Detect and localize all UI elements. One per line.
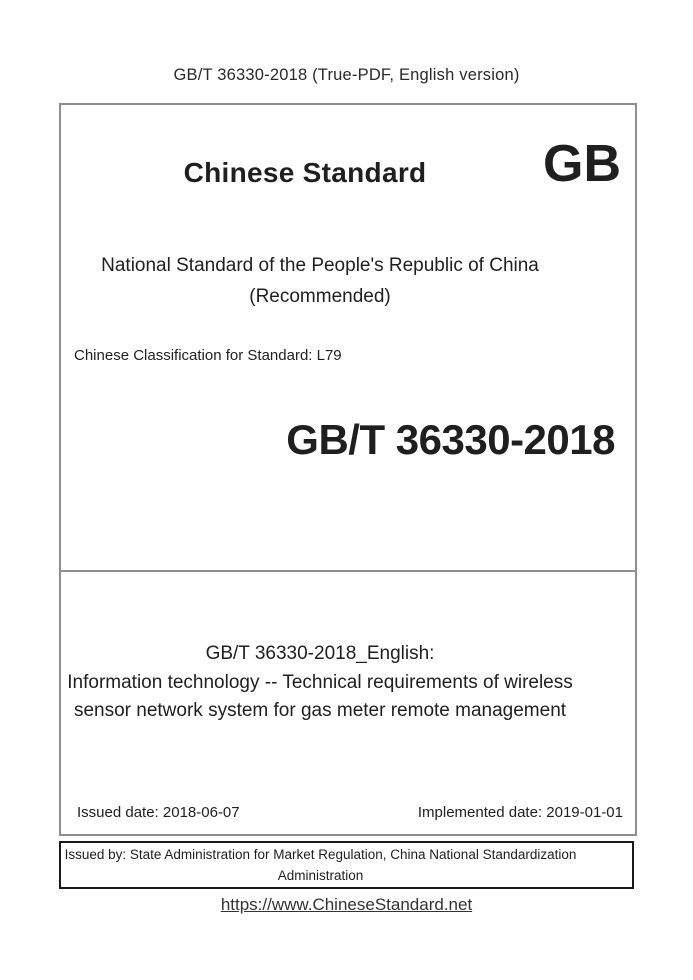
cover-top-section: Chinese Standard GB National Standard of… bbox=[61, 105, 635, 572]
website-link[interactable]: https://www.ChineseStandard.net bbox=[220, 895, 473, 914]
cover-mid-section: GB/T 36330-2018_English: Information tec… bbox=[61, 572, 635, 834]
issued-by-line1: Issued by: State Administration for Mark… bbox=[64, 847, 577, 862]
gb-logo: GB bbox=[543, 135, 621, 193]
recommended-line: (Recommended) bbox=[249, 286, 391, 307]
issued-by-box: Issued by: State Administration for Mark… bbox=[59, 841, 634, 889]
english-title-line2: Information technology -- Technical requ… bbox=[67, 671, 573, 693]
dates-row: Issued date: 2018-06-07 Implemented date… bbox=[77, 804, 623, 821]
issued-date: Issued date: 2018-06-07 bbox=[77, 804, 240, 821]
english-title-line1: GB/T 36330-2018_English: bbox=[205, 643, 435, 664]
classification-line: Chinese Classification for Standard: L79 bbox=[74, 347, 342, 364]
cover-main-box: Chinese Standard GB National Standard of… bbox=[59, 103, 637, 836]
footer: https://www.ChineseStandard.net bbox=[0, 895, 693, 915]
national-standard-line: National Standard of the People's Republ… bbox=[101, 255, 539, 276]
english-title-block: GB/T 36330-2018_English: Information tec… bbox=[61, 640, 579, 726]
english-title-line3: sensor network system for gas meter remo… bbox=[73, 700, 567, 721]
brand-title: Chinese Standard bbox=[183, 157, 427, 188]
issued-by-line2: Administration bbox=[277, 868, 364, 883]
standard-number: GB/T 36330-2018 bbox=[286, 416, 615, 463]
document-header-line: GB/T 36330-2018 (True-PDF, English versi… bbox=[173, 66, 520, 84]
implemented-date: Implemented date: 2019-01-01 bbox=[417, 804, 623, 821]
